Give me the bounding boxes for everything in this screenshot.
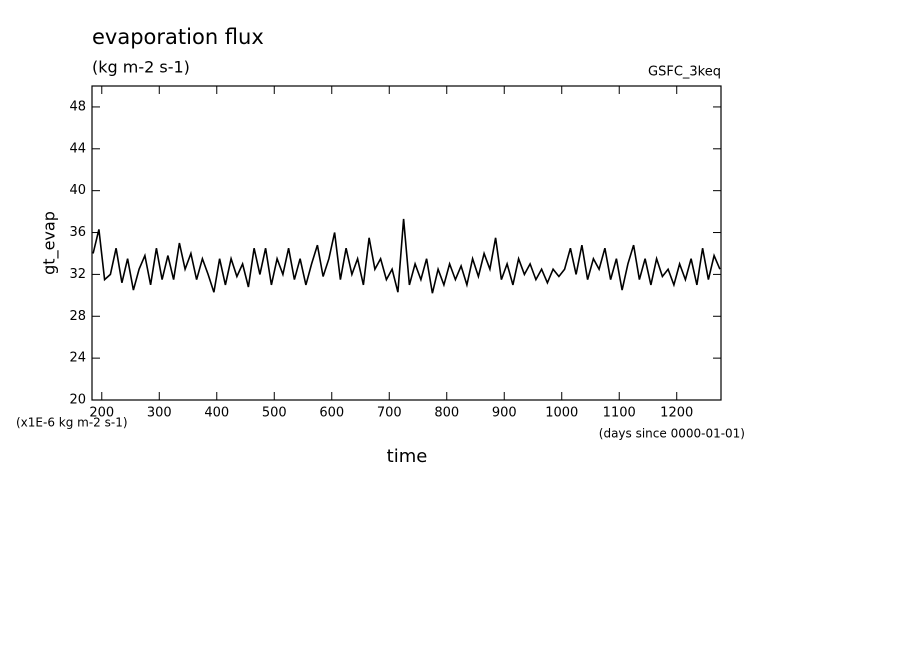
y-tick-label: 20 [69,393,86,408]
chart-subtitle: (kg m-2 s-1) [92,58,190,77]
y-tick-label: 44 [69,141,86,156]
y-tick-label: 24 [69,351,86,366]
chart-title: evaporation flux [92,25,264,49]
x-tick-label: 200 [89,406,114,421]
x-tick-label: 900 [492,406,517,421]
x-unit: (days since 0000-01-01) [599,427,745,441]
x-tick-label: 400 [204,406,229,421]
y-tick-label: 40 [69,183,86,198]
data-line [92,218,721,294]
y-unit: (x1E-6 kg m-2 s-1) [16,416,128,430]
x-tick-label: 1200 [660,406,693,421]
y-tick-label: 32 [69,267,86,282]
x-tick-label: 500 [262,406,287,421]
annotation: GSFC_3keq [648,65,721,80]
x-tick-label: 800 [434,406,459,421]
plot-frame [91,85,722,401]
x-tick-label: 600 [319,406,344,421]
y-axis-label: gt_evap [40,211,60,275]
x-tick-label: 300 [147,406,172,421]
x-axis-label: time [387,446,428,467]
x-tick-label: 1000 [545,406,578,421]
y-tick-label: 28 [69,309,86,324]
y-tick-label: 48 [69,99,86,114]
x-tick-label: 1100 [603,406,636,421]
y-tick-label: 36 [69,225,86,240]
x-tick-label: 700 [377,406,402,421]
